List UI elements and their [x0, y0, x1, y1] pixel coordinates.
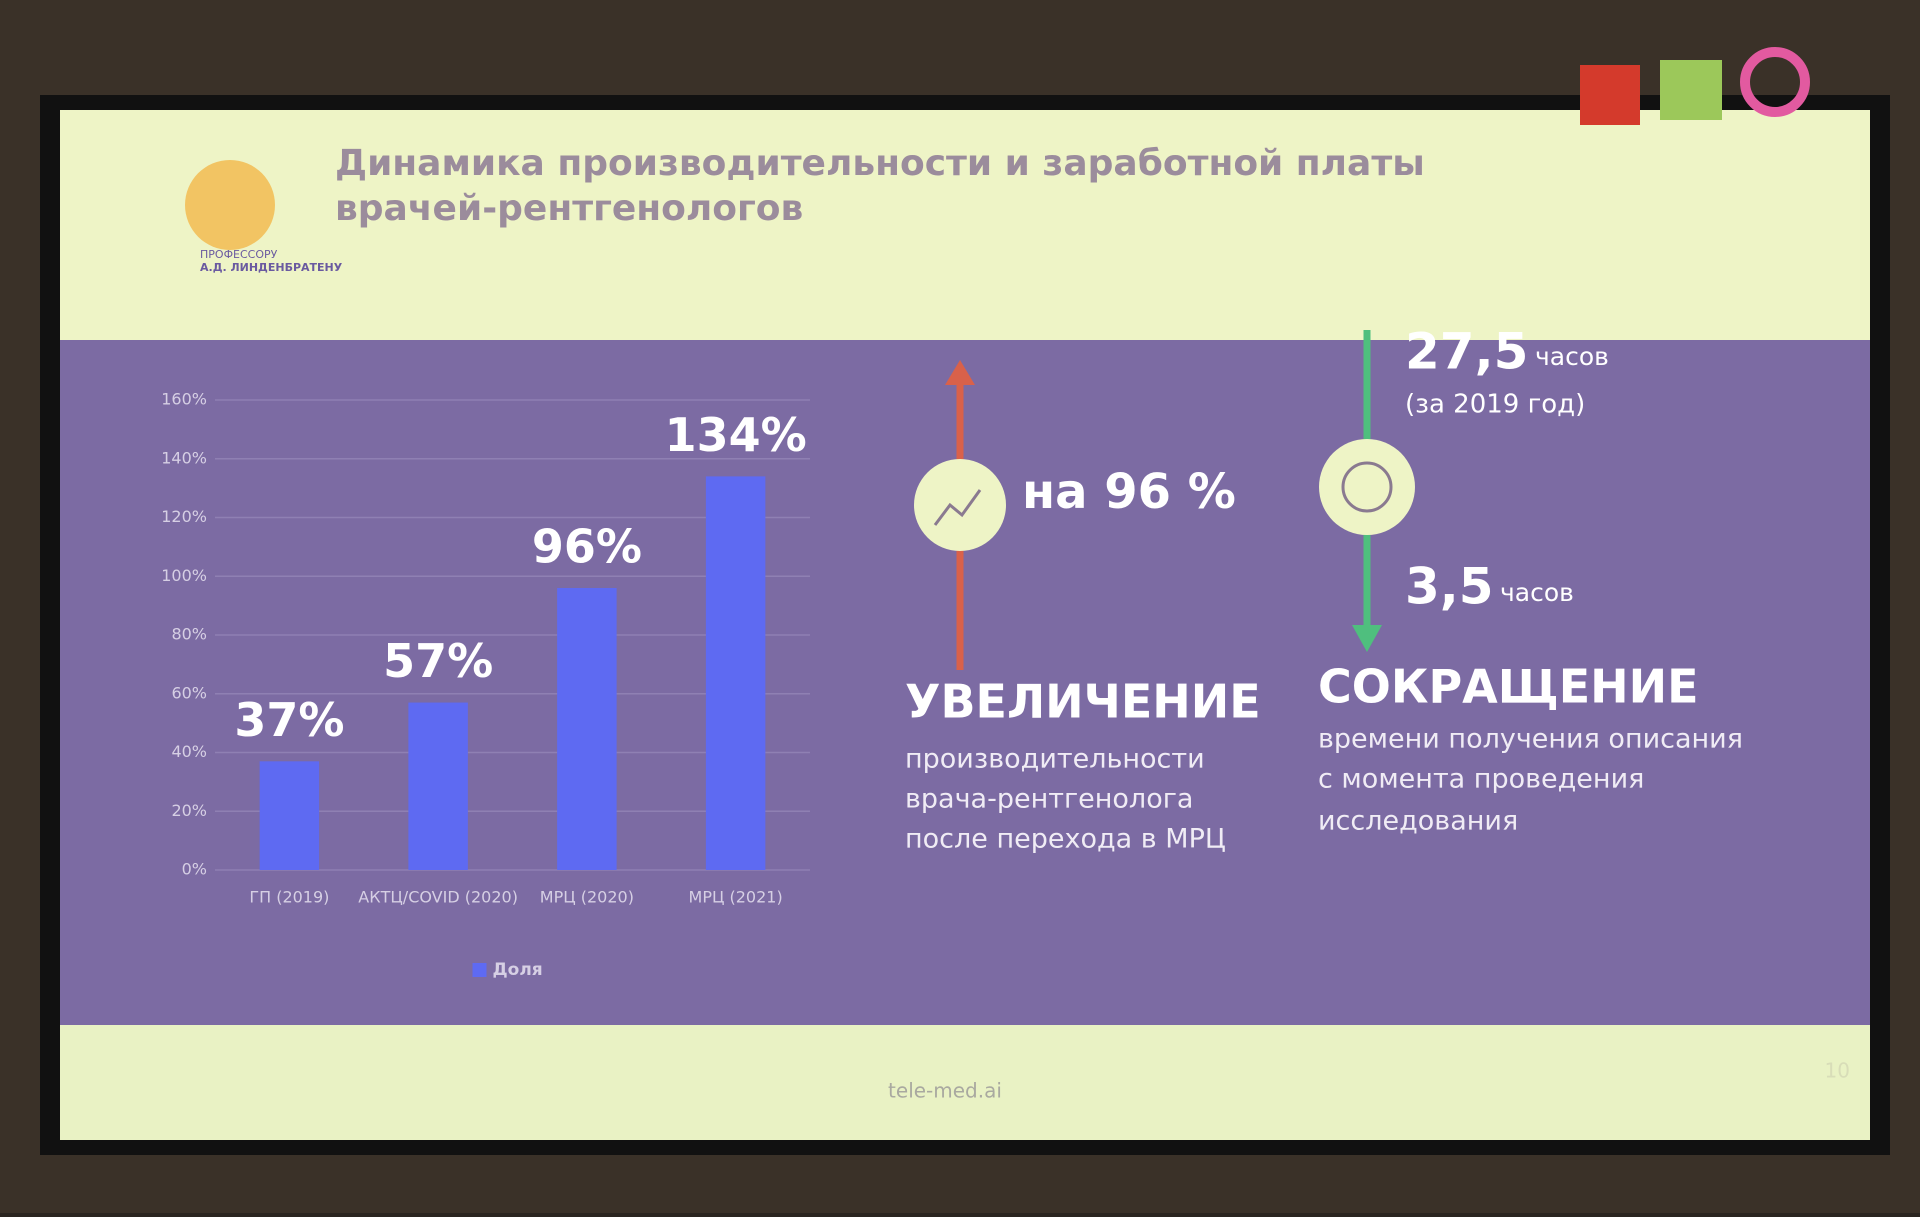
y-tick-label: 80% — [171, 625, 207, 644]
increase-value: на 96 % — [1022, 464, 1236, 520]
from-value: 27,5 — [1405, 323, 1528, 381]
clock-icon — [1319, 439, 1415, 535]
decrease-text: времени получения описания — [1318, 724, 1743, 755]
slide-title: Динамика производительности и заработной… — [335, 143, 1425, 184]
decrease-text: с момента проведения — [1318, 764, 1644, 795]
increase-text: после перехода в МРЦ — [905, 824, 1226, 855]
bar — [705, 476, 766, 870]
y-tick-label: 140% — [161, 448, 207, 467]
y-tick-label: 0% — [182, 860, 207, 879]
logo-mark — [185, 160, 275, 250]
logo-icon — [1740, 47, 1810, 117]
slide-body — [60, 340, 1870, 1025]
chart-icon — [914, 459, 1006, 551]
data-label: 96% — [532, 520, 642, 574]
increase-text: производительности — [905, 744, 1205, 775]
footer-text: tele-med.ai — [888, 1079, 1002, 1103]
data-label: 57% — [383, 634, 493, 688]
logo-icon — [1660, 60, 1722, 120]
slide-header — [60, 110, 1870, 340]
from-unit: часов — [1535, 342, 1609, 371]
x-tick-label: МРЦ (2020) — [540, 888, 634, 907]
chart-icon-line — [933, 489, 982, 526]
y-tick-label: 120% — [161, 507, 207, 526]
data-label: 37% — [234, 693, 344, 747]
x-tick-label: МРЦ (2021) — [689, 888, 783, 907]
bar — [259, 761, 320, 870]
legend-swatch — [472, 963, 487, 977]
to-unit: часов — [1500, 578, 1574, 607]
y-tick-label: 40% — [171, 742, 207, 761]
page-number: 10 — [1825, 1059, 1850, 1083]
bar — [408, 702, 468, 870]
slide-footer — [60, 1025, 1870, 1140]
to-value: 3,5 — [1405, 558, 1494, 616]
from-note: (за 2019 год) — [1405, 390, 1585, 420]
y-tick-label: 20% — [171, 801, 207, 820]
bar-chart: 0% 20% 40% 60% 80% 100% 120% 140% 160% ГП (2019) 3… — [161, 390, 810, 980]
logo-icon — [1580, 65, 1640, 125]
up-arrow-head — [945, 360, 975, 385]
increase-heading: УВЕЛИЧЕНИЕ — [905, 675, 1261, 729]
increase-text: врача-рентгенолога — [905, 784, 1193, 815]
legend-label: Доля — [493, 960, 543, 980]
decrease-heading: СОКРАЩЕНИЕ — [1318, 660, 1699, 714]
slide-title: врачей-рентгенологов — [335, 188, 803, 229]
x-tick-label: АКТЦ/COVID (2020) — [358, 888, 518, 907]
y-tick-label: 60% — [171, 683, 207, 702]
logo-text: А.Д. ЛИНДЕНБРАТЕНУ — [200, 261, 343, 274]
down-arrow-head — [1352, 625, 1382, 652]
logo-text: ПРОФЕССОРУ — [200, 248, 278, 261]
x-tick-label: ГП (2019) — [249, 888, 329, 907]
clock-face — [1341, 461, 1393, 513]
y-tick-label: 160% — [161, 390, 207, 409]
y-tick-label: 100% — [161, 566, 207, 585]
decrease-text: исследования — [1318, 806, 1518, 837]
data-label: 134% — [665, 408, 807, 462]
bar — [557, 588, 617, 870]
